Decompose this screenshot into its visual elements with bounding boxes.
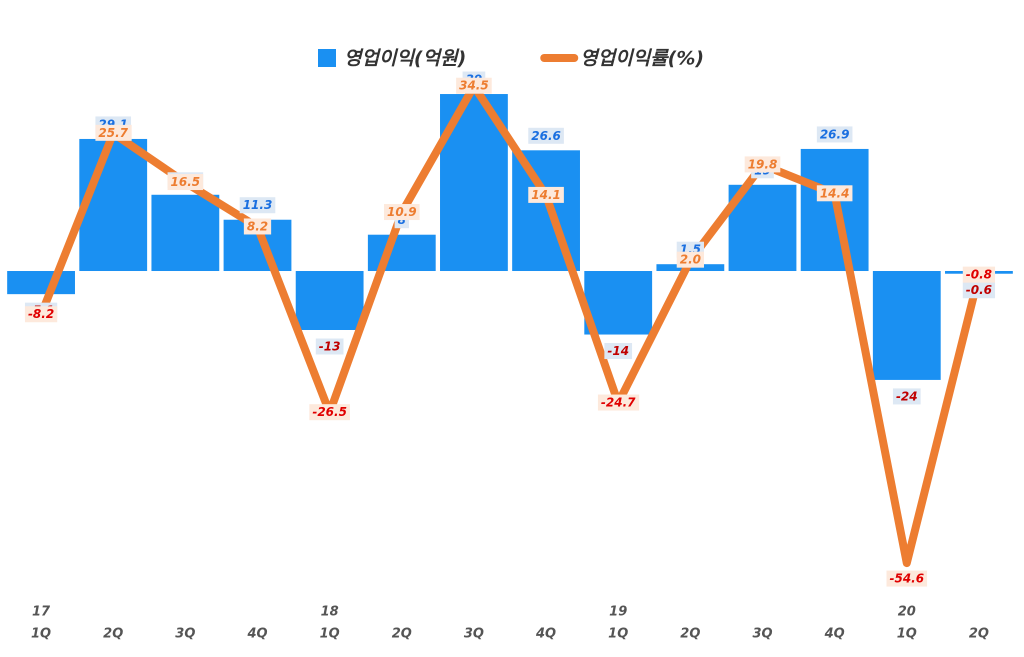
x-tick-label: 2Q <box>103 627 123 642</box>
bar <box>295 271 364 330</box>
line-value-label-group: -8.2 <box>24 306 58 323</box>
x-tick-label: 4Q <box>824 627 845 642</box>
legend-label: 영업이익률(%) <box>580 48 704 70</box>
x-tick-label: 2Q <box>680 627 700 642</box>
bar-value-label-bg <box>816 126 853 143</box>
line-value-label-group: 16.5 <box>167 174 204 191</box>
line-value-label: 16.5 <box>171 175 201 189</box>
line-value-label-group: 14.1 <box>528 186 564 203</box>
x-year-label: 19 <box>609 605 627 620</box>
bar-value-label: 11.3 <box>243 198 273 212</box>
bar-value-label: 8 <box>398 213 406 227</box>
x-tick-label: 2Q <box>392 627 412 642</box>
line-value-label-bg <box>243 218 272 235</box>
line-value-label-bg <box>744 156 781 173</box>
line-value-label: 2.0 <box>680 253 701 267</box>
bar-value-label: -24 <box>896 389 918 403</box>
line-value-label-bg <box>886 570 928 587</box>
x-year-label: 18 <box>321 605 339 620</box>
line-value-label-group: -26.5 <box>309 404 350 421</box>
line-value-label-group: 14.4 <box>816 185 853 202</box>
line-value-label-group: 19.8 <box>744 156 781 173</box>
line-value-label-bg <box>816 185 853 202</box>
x-tick-label: 1Q <box>320 627 340 642</box>
x-tick-label: 1Q <box>897 627 917 642</box>
bar-value-label-bg <box>962 282 996 299</box>
bar-value-label: 26.9 <box>820 127 850 141</box>
bar-value-label: -14 <box>607 344 629 358</box>
x-tick-label: 1Q <box>608 627 628 642</box>
line-value-label-group: -54.6 <box>886 570 928 587</box>
line-value-label: -8.2 <box>28 307 54 321</box>
bar-value-label-bg <box>239 197 276 214</box>
x-tick-label: 4Q <box>246 627 267 642</box>
line-value-label-bg <box>676 251 704 268</box>
bar-value-label-group: -13 <box>315 338 344 355</box>
x-year-label: 20 <box>898 605 916 620</box>
bar-value-label-group: -24 <box>892 388 921 405</box>
line-value-label: 34.5 <box>459 79 489 93</box>
line-value-label: -24.7 <box>601 396 636 410</box>
x-tick-label: 3Q <box>752 627 772 642</box>
line-value-label-bg <box>95 124 132 141</box>
line-value-label-bg <box>24 306 58 323</box>
x-tick-label: 2Q <box>969 627 989 642</box>
bar <box>872 271 941 380</box>
line-value-label: 14.4 <box>820 186 850 200</box>
legend-swatch <box>318 49 336 67</box>
bar-value-label-bg <box>315 338 344 355</box>
bar-value-label-group: 11.3 <box>239 197 276 214</box>
line-value-label-group: 10.9 <box>383 204 420 221</box>
line-value-label-group: -24.7 <box>597 394 640 411</box>
x-tick-label: 3Q <box>464 627 484 642</box>
line-value-label-group: 34.5 <box>456 77 492 94</box>
bar <box>7 271 75 295</box>
bar <box>151 194 220 272</box>
bar <box>79 138 148 272</box>
line-value-label-group: 2.0 <box>676 251 704 268</box>
x-tick-label: 4Q <box>535 627 556 642</box>
line-value-label-group: -0.8 <box>962 266 996 283</box>
bar-value-label: 26.6 <box>531 129 561 143</box>
bar-value-label-group: -0.6 <box>962 282 996 299</box>
line-value-label-bg <box>528 186 564 203</box>
bar-value-label-bg <box>892 388 921 405</box>
bar-value-label-group: 26.9 <box>816 126 853 143</box>
line-value-label: 19.8 <box>748 157 778 171</box>
line-value-label-bg <box>309 404 350 421</box>
x-tick-label: 3Q <box>175 627 195 642</box>
line-value-label: 10.9 <box>387 205 417 219</box>
line-value-label: 8.2 <box>247 219 268 233</box>
x-year-label: 17 <box>32 605 51 620</box>
bar-value-label-bg <box>604 343 633 360</box>
bar-value-label-group: 26.6 <box>528 127 564 144</box>
bar-value-label-group: -14 <box>604 343 633 360</box>
line-value-label: -26.5 <box>312 405 347 419</box>
line-value-label-group: 8.2 <box>243 218 272 235</box>
legend-label: 영업이익(억원) <box>344 48 466 70</box>
bar-value-label: -13 <box>319 340 341 354</box>
line-value-label-bg <box>383 204 420 221</box>
bar <box>367 234 436 272</box>
line-value-label-bg <box>962 266 996 283</box>
line-value-label-bg <box>456 77 492 94</box>
line-value-label: -0.8 <box>966 268 992 282</box>
bar <box>584 271 653 335</box>
line-value-label: -54.6 <box>889 572 924 586</box>
line-value-label: 14.1 <box>531 188 561 202</box>
line-value-label-bg <box>597 394 640 411</box>
bar-value-label: -0.6 <box>966 283 992 297</box>
x-tick-label: 1Q <box>31 627 51 642</box>
line-value-label-group: 25.7 <box>95 124 132 141</box>
line-value-label: 25.7 <box>98 126 128 140</box>
bar-value-label-bg <box>528 127 564 144</box>
line-value-label-bg <box>167 174 204 191</box>
